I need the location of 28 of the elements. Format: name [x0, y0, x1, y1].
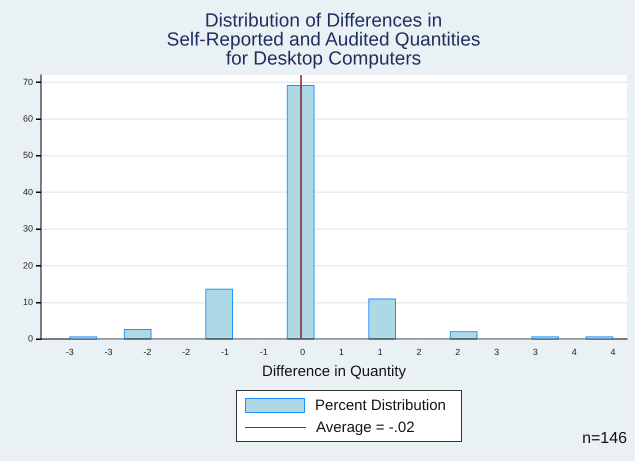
legend-label: Average = -.02	[316, 418, 415, 436]
x-tick-label: -2	[182, 347, 190, 358]
x-tick-label: -1	[220, 347, 229, 358]
x-tick-label: -1	[260, 347, 268, 358]
x-tick-label: 3	[532, 347, 538, 358]
y-tick-label: 10	[22, 296, 34, 307]
chart-title: Distribution of Differences in Self-Reported and Audited Quantities for Desktop Computers	[166, 10, 480, 70]
x-tick-label: -2	[143, 347, 152, 358]
x-tick-label: 2	[455, 347, 460, 358]
legend-label: Percent Distribution	[315, 396, 446, 414]
x-tick-label: 3	[494, 347, 500, 358]
y-tick-label: 50	[22, 150, 34, 160]
x-tick-label: -3	[104, 347, 113, 358]
x-tick-label: 1	[378, 347, 383, 358]
y-tick-label: 30	[22, 224, 34, 234]
x-tick-label: 4	[610, 347, 616, 358]
y-tick-label: 40	[22, 186, 34, 197]
y-tick-label: 20	[22, 260, 34, 270]
x-tick-label: -3	[66, 347, 74, 358]
x-tick-label: 0	[300, 347, 306, 358]
x-tick-label: 1	[338, 347, 344, 358]
x-tick-label: 4	[572, 347, 577, 358]
x-tick-label: 2	[416, 347, 422, 358]
y-tick-label: 0	[28, 334, 34, 344]
text: n=146	[582, 430, 627, 448]
y-tick-label: 70	[22, 76, 34, 87]
y-tick-label: 60	[22, 114, 34, 124]
x-axis-title: Difference in Quantity	[262, 363, 406, 380]
